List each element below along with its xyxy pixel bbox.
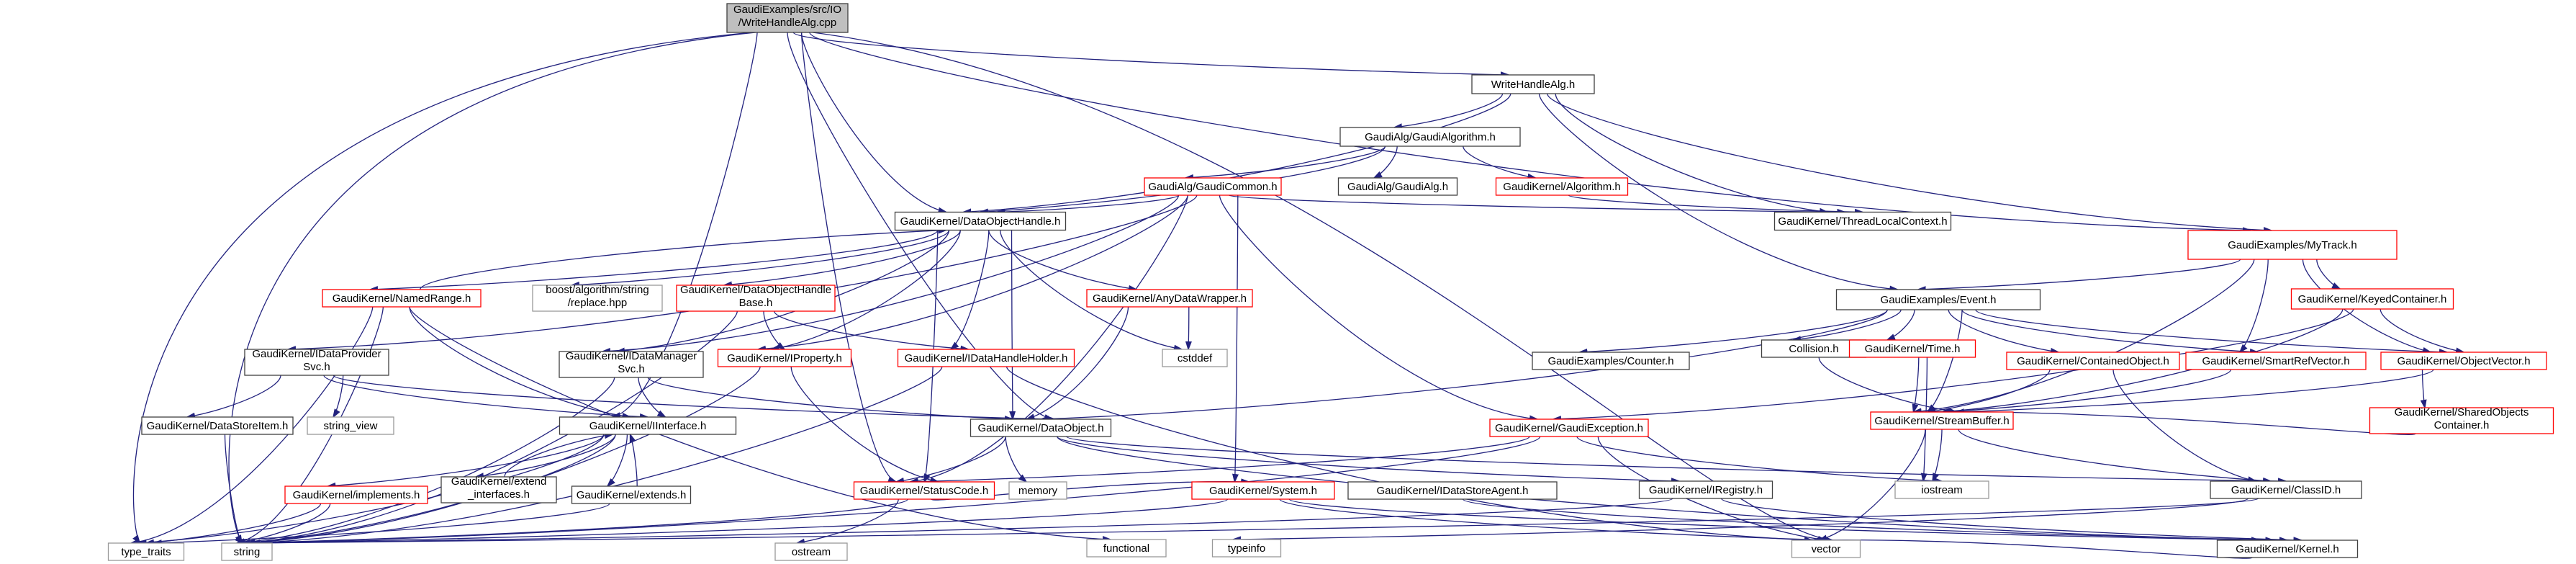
- svg-text:string_view: string_view: [323, 420, 377, 432]
- svg-text:ostream: ostream: [792, 546, 831, 558]
- svg-text:GaudiKernel/IDataProvider: GaudiKernel/IDataProvider: [252, 348, 381, 360]
- svg-text:typeinfo: typeinfo: [1228, 542, 1266, 555]
- svg-text:vector: vector: [1812, 543, 1841, 555]
- svg-text:GaudiKernel/extends.h: GaudiKernel/extends.h: [577, 489, 687, 501]
- svg-text:GaudiKernel/Time.h: GaudiKernel/Time.h: [1865, 343, 1961, 355]
- svg-text:GaudiKernel/Algorithm.h: GaudiKernel/Algorithm.h: [1503, 181, 1620, 193]
- svg-text:GaudiKernel/StatusCode.h: GaudiKernel/StatusCode.h: [860, 485, 988, 497]
- svg-text:GaudiKernel/Kernel.h: GaudiKernel/Kernel.h: [2236, 543, 2338, 555]
- svg-text:GaudiAlg/GaudiAlgorithm.h: GaudiAlg/GaudiAlgorithm.h: [1365, 131, 1496, 143]
- svg-text:GaudiKernel/DataObject.h: GaudiKernel/DataObject.h: [977, 422, 1103, 434]
- svg-text:Collision.h: Collision.h: [1789, 343, 1838, 355]
- svg-text:GaudiKernel/IProperty.h: GaudiKernel/IProperty.h: [727, 352, 842, 364]
- svg-text:Container.h: Container.h: [2434, 419, 2490, 431]
- svg-text:type_traits: type_traits: [121, 546, 171, 558]
- svg-text:GaudiKernel/SharedObjects: GaudiKernel/SharedObjects: [2395, 406, 2529, 418]
- svg-text:GaudiKernel/AnyDataWrapper.h: GaudiKernel/AnyDataWrapper.h: [1093, 292, 1247, 305]
- svg-text:GaudiExamples/src/IO: GaudiExamples/src/IO: [733, 4, 841, 16]
- svg-text:GaudiKernel/IInterface.h: GaudiKernel/IInterface.h: [589, 420, 707, 432]
- svg-text:GaudiKernel/IRegistry.h: GaudiKernel/IRegistry.h: [1649, 484, 1763, 496]
- svg-text:Svc.h: Svc.h: [618, 363, 645, 375]
- svg-text:Base.h: Base.h: [739, 297, 773, 309]
- svg-text:iostream: iostream: [1921, 484, 1963, 496]
- svg-text:GaudiKernel/GaudiException.h: GaudiKernel/GaudiException.h: [1495, 422, 1643, 434]
- svg-text:GaudiKernel/DataStoreItem.h: GaudiKernel/DataStoreItem.h: [147, 420, 289, 432]
- svg-text:GaudiKernel/KeyedContainer.h: GaudiKernel/KeyedContainer.h: [2298, 293, 2447, 305]
- svg-text:GaudiAlg/GaudiAlg.h: GaudiAlg/GaudiAlg.h: [1347, 181, 1448, 193]
- svg-text:GaudiKernel/DataObjectHandle: GaudiKernel/DataObjectHandle: [680, 284, 831, 296]
- svg-text:WriteHandleAlg.h: WriteHandleAlg.h: [1491, 79, 1575, 91]
- svg-text:GaudiKernel/SmartRefVector.h: GaudiKernel/SmartRefVector.h: [2202, 355, 2349, 367]
- svg-text:GaudiKernel/NamedRange.h: GaudiKernel/NamedRange.h: [333, 292, 471, 305]
- svg-text:GaudiKernel/ContainedObject.h: GaudiKernel/ContainedObject.h: [2017, 355, 2169, 367]
- svg-text:GaudiKernel/IDataStoreAgent.h: GaudiKernel/IDataStoreAgent.h: [1377, 485, 1529, 497]
- svg-text:GaudiKernel/StreamBuffer.h: GaudiKernel/StreamBuffer.h: [1874, 415, 2009, 427]
- svg-text:GaudiKernel/extend: GaudiKernel/extend: [451, 475, 547, 488]
- svg-text:_interfaces.h: _interfaces.h: [467, 488, 530, 501]
- svg-text:GaudiExamples/Event.h: GaudiExamples/Event.h: [1881, 294, 1997, 306]
- svg-text:GaudiExamples/Counter.h: GaudiExamples/Counter.h: [1547, 355, 1673, 367]
- svg-text:GaudiKernel/ThreadLocalContext: GaudiKernel/ThreadLocalContext.h: [1778, 215, 1947, 228]
- svg-text:cstddef: cstddef: [1178, 352, 1213, 364]
- svg-text:string: string: [234, 546, 261, 558]
- svg-text:GaudiKernel/IDataHandleHolder.: GaudiKernel/IDataHandleHolder.h: [905, 352, 1068, 364]
- svg-text:GaudiExamples/MyTrack.h: GaudiExamples/MyTrack.h: [2228, 239, 2357, 251]
- svg-text:Svc.h: Svc.h: [303, 361, 330, 373]
- svg-text:GaudiKernel/implements.h: GaudiKernel/implements.h: [293, 489, 420, 501]
- svg-text:GaudiAlg/GaudiCommon.h: GaudiAlg/GaudiCommon.h: [1148, 181, 1277, 193]
- svg-text:/WriteHandleAlg.cpp: /WriteHandleAlg.cpp: [738, 17, 836, 29]
- svg-text:GaudiKernel/IDataManager: GaudiKernel/IDataManager: [566, 350, 697, 362]
- svg-text:memory: memory: [1018, 485, 1058, 497]
- svg-text:functional: functional: [1103, 542, 1149, 555]
- svg-text:GaudiKernel/ObjectVector.h: GaudiKernel/ObjectVector.h: [2397, 355, 2530, 367]
- svg-text:GaudiKernel/DataObjectHandle.h: GaudiKernel/DataObjectHandle.h: [900, 215, 1061, 228]
- svg-text:GaudiKernel/System.h: GaudiKernel/System.h: [1209, 485, 1317, 497]
- svg-text:/replace.hpp: /replace.hpp: [568, 297, 628, 309]
- svg-text:GaudiKernel/ClassID.h: GaudiKernel/ClassID.h: [2231, 484, 2341, 496]
- svg-text:boost/algorithm/string: boost/algorithm/string: [546, 284, 648, 296]
